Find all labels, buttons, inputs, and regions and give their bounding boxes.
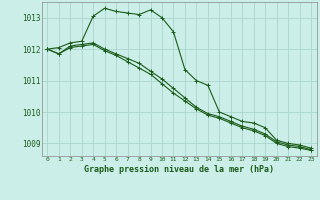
X-axis label: Graphe pression niveau de la mer (hPa): Graphe pression niveau de la mer (hPa) — [84, 165, 274, 174]
